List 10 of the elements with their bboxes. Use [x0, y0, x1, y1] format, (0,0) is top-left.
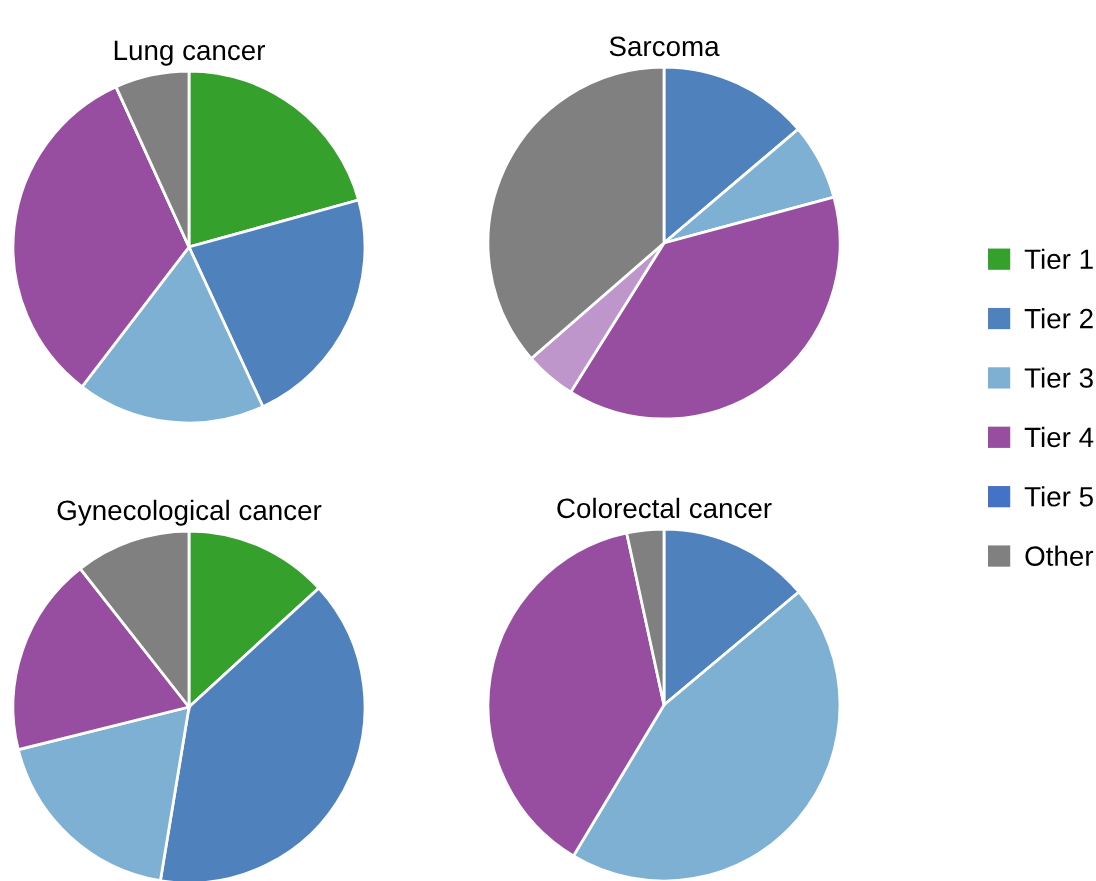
legend-label: Tier 3: [1024, 367, 1093, 388]
chart-title: Colorectal cancer: [557, 497, 772, 519]
chart-title: Lung cancer: [114, 40, 265, 66]
chart-title: Sarcoma: [609, 36, 720, 57]
legend-label: Other: [1025, 545, 1094, 566]
legend-label: Tier 4: [1024, 426, 1094, 448]
legend-label: Tier 1: [1024, 248, 1093, 270]
chart-title: Gynecological cancer: [57, 499, 322, 526]
legend-label: Tier 2: [1024, 308, 1093, 329]
legend-label: Tier 5: [1024, 486, 1093, 507]
